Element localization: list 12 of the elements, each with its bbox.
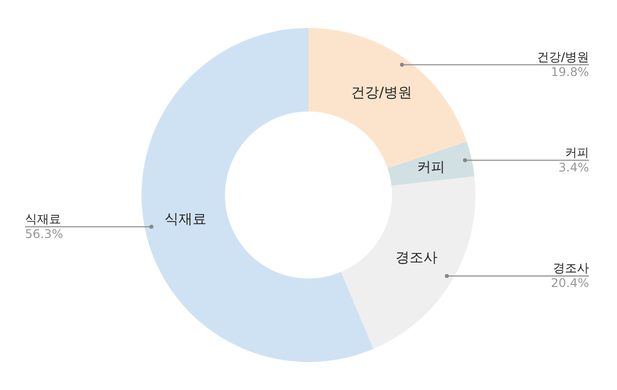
slice-label: 커피 [416, 159, 445, 176]
data-label: 56.3% [25, 226, 64, 241]
slice-label: 건강/병원 [536, 50, 589, 64]
data-label: 19.8% [550, 64, 589, 79]
slice-label: 건강/병원 [351, 84, 412, 101]
slice-label: 경조사 [553, 261, 589, 276]
slice-label: 경조사 [396, 250, 438, 266]
slice-label: 커피 [565, 145, 589, 160]
slice-label: 식재료 [25, 212, 61, 226]
data-label: 3.4% [558, 160, 589, 174]
slice-label: 식재료 [164, 211, 207, 228]
data-label: 20.4% [550, 276, 589, 290]
